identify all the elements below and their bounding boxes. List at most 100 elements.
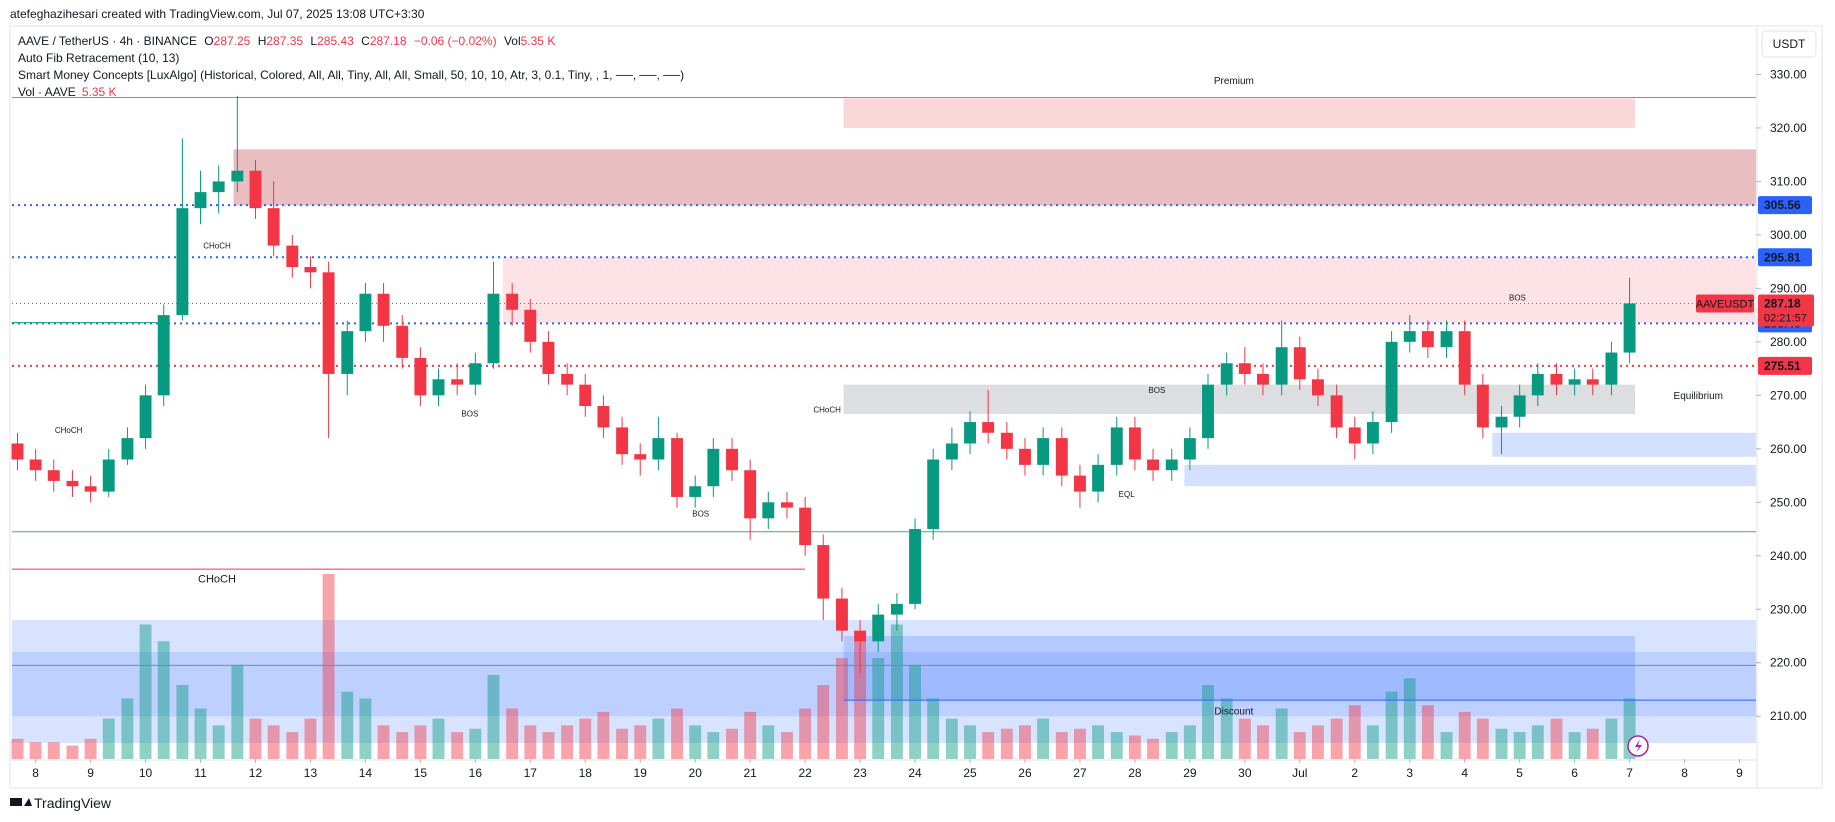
candle-body: [964, 422, 976, 444]
volume-bar: [322, 574, 335, 759]
symbol[interactable]: AAVE / TetherUS · 4h · BINANCE: [18, 34, 197, 48]
candle-body: [194, 192, 207, 209]
price-badge: [1758, 196, 1812, 215]
volume-bar: [1293, 732, 1306, 759]
candle-body: [1000, 432, 1013, 449]
l-label: L: [310, 34, 317, 48]
candle-body: [121, 438, 134, 460]
volume-bar: [121, 698, 134, 759]
candle-body: [29, 459, 42, 471]
alert-bolt: [1635, 739, 1642, 753]
last-price-badge: [1758, 294, 1814, 327]
candle-body: [1458, 331, 1471, 385]
x-tick-label: 29: [1183, 766, 1197, 780]
candle-body: [212, 181, 225, 193]
zone: [1492, 432, 1756, 457]
c-label: C: [361, 34, 370, 48]
x-tick-label: 15: [414, 766, 428, 780]
logo-mark: [10, 798, 22, 806]
candle-body: [872, 614, 885, 642]
candle-body: [1513, 395, 1526, 417]
y-tick-label: 220.00: [1770, 656, 1807, 670]
y-tick-label: 230.00: [1770, 602, 1807, 616]
candle-body: [469, 363, 482, 385]
annotation: Discount: [1214, 707, 1253, 718]
h-label: H: [258, 34, 267, 48]
y-tick-label: 280.00: [1770, 335, 1807, 349]
candle-body: [1220, 363, 1233, 385]
symbol-badge: [1696, 294, 1754, 313]
x-tick-label: 22: [798, 766, 812, 780]
annotation: CHoCH: [55, 426, 83, 435]
volume-bar: [671, 708, 684, 759]
x-tick-label: 7: [1626, 766, 1633, 780]
x-tick-label: 2: [1351, 766, 1358, 780]
candle-body: [1073, 475, 1086, 492]
volume-bar: [1385, 691, 1398, 759]
volume-bar: [414, 725, 427, 759]
volume-bar: [1073, 728, 1086, 759]
candle-body: [1257, 373, 1269, 385]
x-tick-label: 24: [908, 766, 922, 780]
change: −0.06 (−0.02%): [414, 34, 497, 48]
volume-bar: [432, 718, 445, 759]
volume-bar: [817, 685, 830, 759]
o-label: O: [204, 34, 213, 48]
volume-bar: [1202, 685, 1214, 759]
candle-body: [945, 443, 958, 460]
x-tick-label: 13: [304, 766, 318, 780]
currency-button[interactable]: [1761, 30, 1817, 58]
volume-value: 5.35 K: [82, 85, 117, 99]
volume-bar: [1513, 732, 1526, 759]
y-tick-label: 240.00: [1770, 549, 1807, 563]
candle-body: [707, 448, 720, 487]
candle-body: [726, 448, 738, 471]
candle-body: [1055, 438, 1068, 476]
candle-body: [1440, 331, 1453, 348]
x-tick-label: 6: [1571, 766, 1578, 780]
indicator[interactable]: Smart Money Concepts [LuxAlgo] (Historic…: [18, 68, 684, 82]
l-value: 285.43: [317, 34, 354, 48]
volume-bar: [1183, 725, 1196, 759]
indicator[interactable]: Auto Fib Retracement (10, 13): [18, 51, 179, 65]
x-tick-label: 3: [1406, 766, 1413, 780]
volume-bar: [835, 658, 848, 759]
volume-bar: [1550, 718, 1563, 759]
x-tick-label: 18: [579, 766, 593, 780]
plot-area: CHoCH CHoCH BOS BOS CHoCH BOS EQL BOS CHoCH Premi…: [11, 76, 1757, 759]
annotation: BOS: [461, 410, 478, 419]
candle-body: [359, 293, 372, 332]
volume-bar: [707, 732, 720, 759]
x-tick-label: 19: [634, 766, 648, 780]
candle-body: [267, 208, 280, 246]
candle-body: [286, 245, 299, 267]
volume-bar: [616, 728, 629, 759]
volume-bar: [66, 745, 79, 759]
candle-body: [1330, 395, 1343, 428]
candle-body: [1385, 341, 1398, 423]
volume-bar: [652, 718, 665, 759]
volume-bar: [1019, 725, 1031, 759]
volume-bar: [1623, 698, 1636, 759]
x-tick-label: 10: [139, 766, 153, 780]
volume-bar: [1348, 705, 1361, 759]
currency[interactable]: USDT: [1773, 37, 1806, 51]
h-value: 287.35: [266, 34, 303, 48]
x-tick-label: 27: [1073, 766, 1087, 780]
tv-logo: [10, 798, 32, 806]
volume-bar: [212, 725, 225, 759]
volume-bar: [451, 732, 464, 759]
x-tick-label: 14: [359, 766, 373, 780]
y-tick-label: 330.00: [1770, 67, 1807, 81]
volume-bar: [84, 738, 97, 759]
x-tick-label: 16: [469, 766, 483, 780]
credit: atefeghazihesari created with TradingVie…: [10, 7, 425, 21]
volume-bar: [1165, 732, 1178, 759]
candle-body: [762, 502, 775, 519]
volume-bar: [176, 685, 189, 759]
candle-body: [487, 293, 500, 364]
volume-label[interactable]: Vol · AAVE: [18, 85, 76, 99]
countdown: 02:21:57: [1764, 312, 1807, 324]
annotation: CHoCH: [203, 241, 231, 250]
